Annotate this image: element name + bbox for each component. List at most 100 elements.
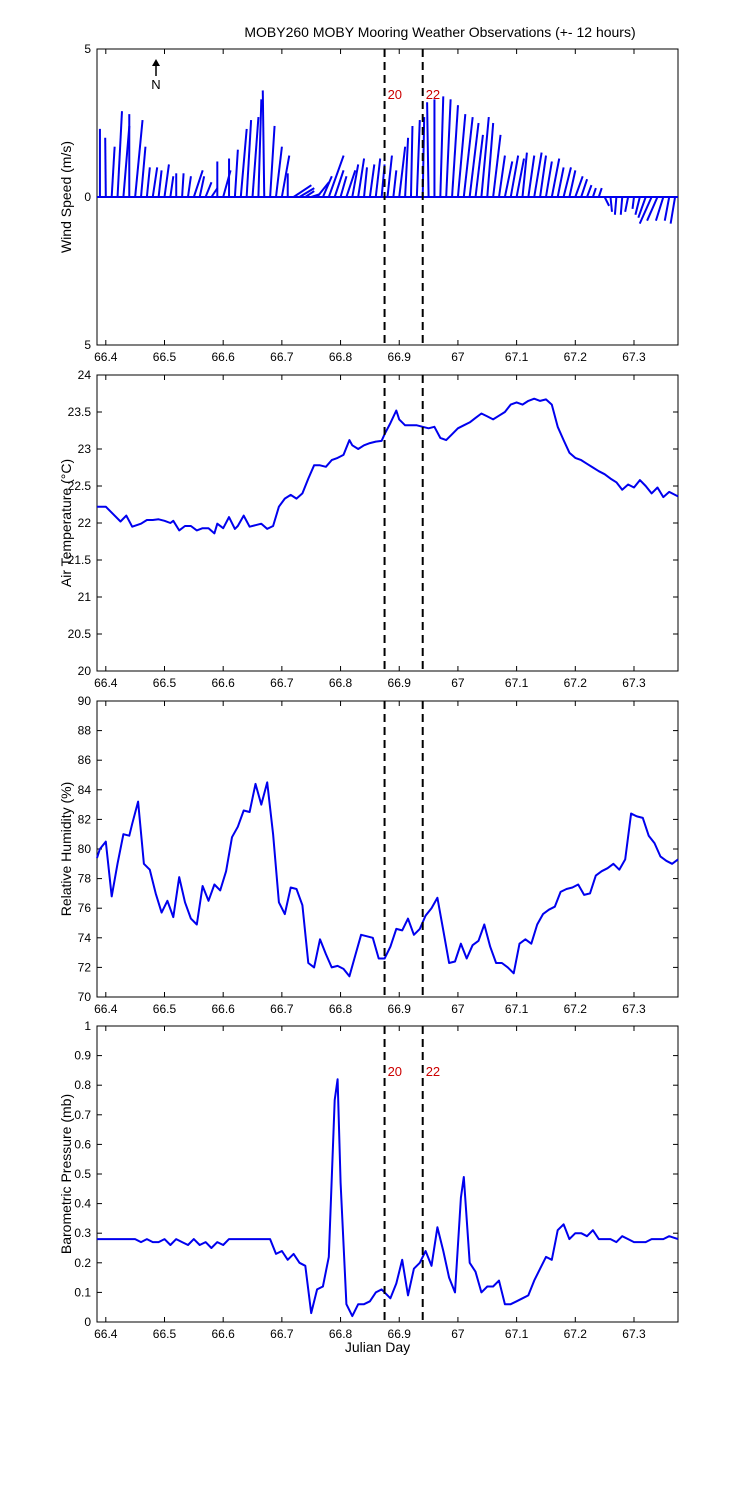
wind-stick: [445, 99, 452, 198]
wind-stick: [638, 196, 653, 225]
wind-stick: [613, 196, 618, 215]
wind-stick: [351, 164, 360, 198]
wind-stick: [468, 122, 480, 198]
wind-stick: [181, 173, 185, 198]
x-tick-label: 66.4: [94, 350, 118, 364]
x-tick-label: 67.1: [505, 350, 529, 364]
y-tick-label: 78: [78, 872, 92, 886]
wind-stick: [304, 190, 315, 198]
time-marker-label: 22: [426, 87, 440, 102]
wind-stick: [539, 155, 547, 198]
wind-stick: [480, 116, 490, 198]
y-axis-label: Relative Humidity (%): [58, 782, 74, 917]
x-tick-label: 66.8: [329, 1002, 353, 1016]
wind-stick: [316, 181, 330, 198]
x-tick-label: 66.4: [94, 1327, 118, 1341]
y-axis-label: Wind Speed (m/s): [58, 141, 74, 253]
relative-humidity-panel: 66.4 66.5 66.6 66.7 66.8 66.9 67 67.1 67.2 67.3 70…: [58, 694, 679, 1016]
data-series-line: [97, 397, 679, 535]
wind-stick: [204, 181, 213, 198]
wind-stick: [339, 176, 348, 198]
time-marker-label: 20: [388, 1064, 402, 1079]
wind-stick: [186, 176, 192, 198]
wind-stick: [580, 178, 589, 198]
wind-stick: [374, 158, 382, 198]
x-tick-label: 67.3: [622, 350, 646, 364]
x-tick-label: 67: [451, 676, 465, 690]
wind-stick: [192, 170, 204, 198]
wind-stick: [392, 170, 398, 198]
wind-stick: [586, 184, 593, 198]
wind-stick: [568, 170, 577, 198]
wind-stick: [646, 196, 659, 222]
x-tick-label: 67: [451, 1327, 465, 1341]
wind-stick: [533, 152, 543, 198]
wind-stick: [345, 170, 357, 198]
y-tick-label: 84: [78, 783, 92, 797]
x-axis-label: Julian Day: [345, 1339, 410, 1355]
x-tick-label: 66.6: [211, 1002, 235, 1016]
wind-stick: [368, 164, 376, 198]
wind-stick: [327, 155, 345, 198]
wind-stick: [624, 196, 630, 212]
wind-stick: [556, 167, 565, 198]
wind-stick: [140, 146, 147, 198]
wind-stick: [603, 196, 610, 207]
y-tick-label: 21.5: [68, 553, 92, 567]
wind-stick: [298, 187, 315, 198]
x-tick-label: 66.6: [211, 1327, 235, 1341]
x-tick-label: 67.2: [564, 350, 588, 364]
x-tick-label: 67.3: [622, 1327, 646, 1341]
wind-stick: [363, 167, 368, 198]
y-tick-label: 22.5: [68, 479, 92, 493]
wind-stick: [456, 114, 467, 198]
x-tick-label: 67: [451, 350, 465, 364]
y-tick-label: 76: [78, 901, 92, 915]
wind-stick: [654, 196, 665, 221]
y-axis-label: Barometric Pressure (mb): [58, 1094, 74, 1254]
x-tick-label: 66.9: [388, 1327, 412, 1341]
x-tick-label: 67.1: [505, 676, 529, 690]
y-tick-label: 24: [78, 368, 92, 382]
wind-stick: [486, 122, 495, 198]
wind-stick: [404, 137, 410, 198]
x-tick-label: 66.8: [329, 676, 353, 690]
x-tick-label: 66.6: [211, 350, 235, 364]
x-tick-label: 67.1: [505, 1327, 529, 1341]
wind-stick: [333, 170, 345, 198]
y-tick-label: 0.4: [74, 1197, 91, 1211]
wind-stick: [597, 187, 603, 198]
x-tick-label: 66.9: [388, 1002, 412, 1016]
x-tick-label: 67.3: [622, 1002, 646, 1016]
wind-stick: [474, 134, 484, 198]
wind-stick: [198, 176, 206, 198]
y-tick-label: 90: [78, 694, 92, 708]
x-tick-label: 66.7: [270, 676, 294, 690]
chart-title: MOBY260 MOBY Mooring Weather Observation…: [244, 24, 636, 40]
y-tick-label: 5: [84, 338, 91, 352]
x-tick-label: 66.7: [270, 1002, 294, 1016]
x-tick-label: 66.4: [94, 1002, 118, 1016]
x-tick-label: 66.5: [153, 1327, 177, 1341]
wind-stick: [251, 117, 260, 198]
y-tick-label: 72: [78, 960, 92, 974]
time-marker-label: 22: [426, 1064, 440, 1079]
x-tick-label: 67.2: [564, 676, 588, 690]
wind-stick: [527, 155, 536, 198]
wind-stick: [544, 161, 553, 198]
y-tick-label: 23.5: [68, 405, 92, 419]
y-tick-label: 22: [78, 516, 92, 530]
data-series-line: [97, 1078, 679, 1318]
wind-stick: [663, 196, 671, 221]
y-tick-label: 70: [78, 990, 92, 1004]
wind-stick: [619, 196, 624, 215]
y-tick-label: 0.8: [74, 1078, 91, 1092]
y-tick-label: 20.5: [68, 627, 92, 641]
x-tick-label: 66.5: [153, 1002, 177, 1016]
wind-stick: [637, 196, 647, 219]
wind-stick: [104, 137, 107, 198]
x-tick-label: 66.8: [329, 350, 353, 364]
wind-stick: [415, 120, 421, 198]
x-tick-label: 66.7: [270, 350, 294, 364]
